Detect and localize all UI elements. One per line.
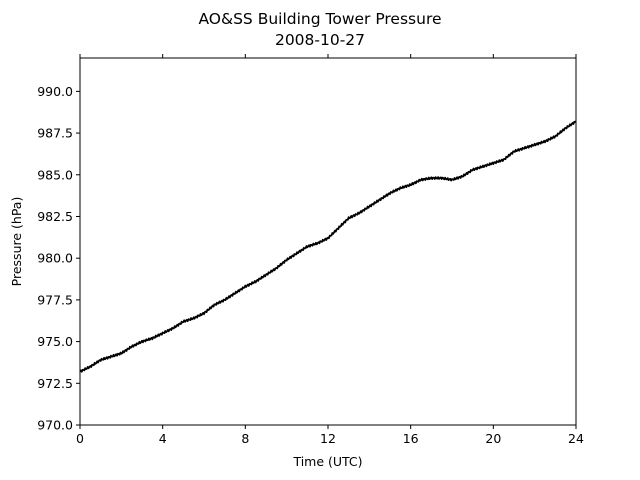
y-tick-label: 970.0 <box>37 418 73 433</box>
y-tick-label: 987.5 <box>37 126 73 141</box>
x-axis-label: Time (UTC) <box>292 454 362 469</box>
pressure-series-line <box>79 120 577 373</box>
x-tick-label: 16 <box>403 431 419 446</box>
x-tick-label: 12 <box>320 431 336 446</box>
y-tick-label: 975.0 <box>37 334 73 349</box>
y-tick-label: 985.0 <box>37 167 73 182</box>
y-tick-label: 977.5 <box>37 292 73 307</box>
x-tick-label: 24 <box>568 431 584 446</box>
plot-area <box>79 120 577 373</box>
chart-subtitle: 2008-10-27 <box>275 31 365 49</box>
plot-frame <box>79 57 577 426</box>
x-tick-label: 0 <box>76 431 84 446</box>
y-tick-label: 990.0 <box>37 84 73 99</box>
y-tick-label: 982.5 <box>37 209 73 224</box>
y-tick-label: 980.0 <box>37 251 73 266</box>
y-axis-label: Pressure (hPa) <box>9 197 24 287</box>
axis-ticks: 0 4 8 12 16 20 24 970.0 972.5 975.0 977.5 980.0 982.… <box>37 54 584 446</box>
x-tick-label: 20 <box>485 431 501 446</box>
x-tick-label: 4 <box>159 431 167 446</box>
y-tick-label: 972.5 <box>37 376 73 391</box>
x-tick-label: 8 <box>241 431 249 446</box>
chart-title: AO&SS Building Tower Pressure <box>198 10 441 28</box>
